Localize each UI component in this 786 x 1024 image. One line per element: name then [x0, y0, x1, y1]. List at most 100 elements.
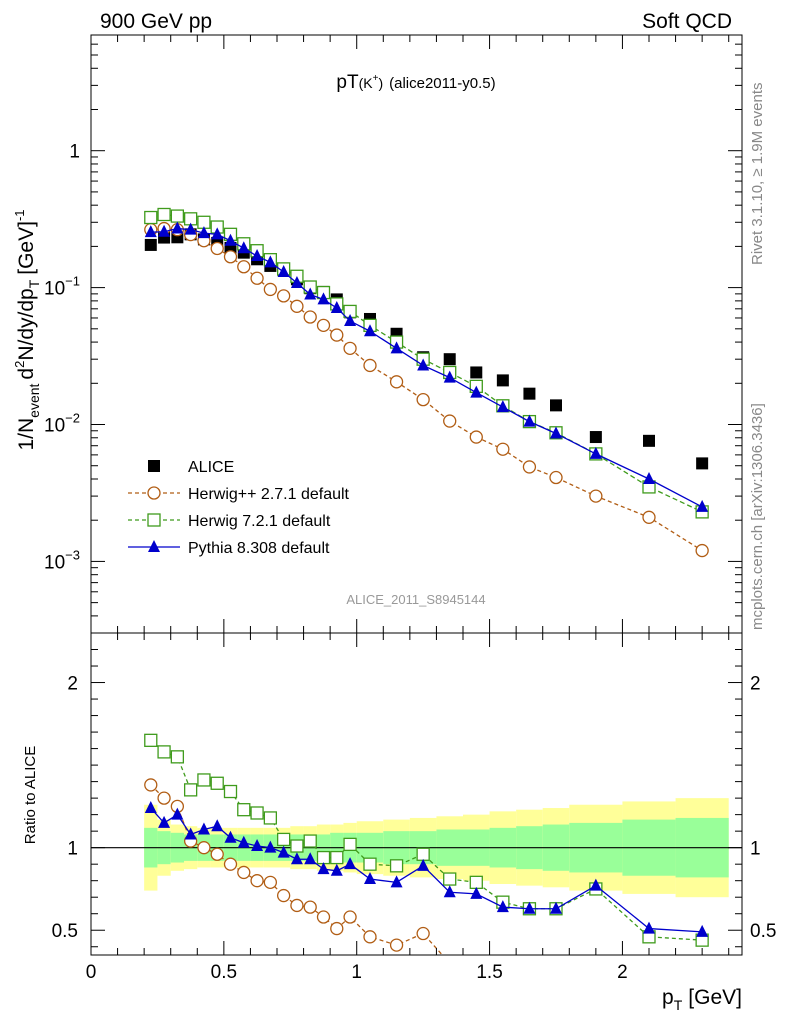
ratio-point [496, 900, 509, 913]
data-point [303, 310, 317, 324]
data-point [224, 233, 237, 246]
data-point [549, 470, 563, 485]
ratio-point [343, 910, 357, 924]
data-point [197, 226, 210, 239]
ratio-point [470, 886, 483, 899]
ratio-point [344, 857, 357, 870]
ratio-point [263, 811, 278, 825]
ratio-point [144, 801, 157, 814]
analysis-id: ALICE_2011_S8945144 [346, 592, 485, 607]
ratio-point [224, 830, 237, 843]
ratio-point [170, 750, 185, 764]
data-point [304, 287, 317, 300]
ratio-point [183, 783, 198, 797]
y-axis-label: 1/Neventd2N/dy/dpT[GeV]-1 [12, 209, 42, 450]
ratio-point [223, 857, 238, 871]
y-tick-label: 10−1 [44, 274, 80, 300]
ratio-point [316, 910, 331, 924]
y-tick-label: 1 [69, 142, 80, 163]
ratio-point [237, 803, 251, 817]
data-point [496, 442, 510, 456]
data-point [643, 434, 655, 447]
data-point [550, 399, 562, 412]
ratio-ticks: 0 0.5 1 1.5 2 0.5 0.5 1 1 2 2 [52, 633, 776, 983]
legend-marker [148, 460, 160, 472]
data-point [263, 282, 278, 297]
data-point [417, 358, 430, 371]
data-point [264, 255, 277, 268]
ratio-point [277, 845, 290, 858]
ratio-point [250, 806, 264, 820]
x-tick-label: 1.5 [476, 962, 502, 983]
data-point [343, 341, 357, 355]
legend-label: ALICE [188, 459, 234, 476]
ratio-point [390, 875, 403, 888]
data-point [290, 299, 304, 313]
data-point [443, 370, 456, 383]
ratio-point [290, 898, 304, 913]
data-point [390, 341, 403, 354]
ratio-point [197, 822, 210, 835]
x-axis-label: pT [GeV] [662, 986, 742, 1013]
data-point [416, 392, 430, 407]
data-point [223, 250, 238, 264]
ratio-point [171, 807, 184, 820]
ratio-point [317, 862, 330, 875]
data-point [469, 430, 483, 444]
ratio-series [144, 733, 709, 955]
data-point [443, 414, 457, 428]
data-point [277, 265, 290, 278]
data-point [363, 358, 377, 373]
ratio-point [589, 878, 602, 891]
x-tick-label: 2 [617, 962, 628, 983]
ratio-point [250, 874, 264, 888]
ratio-series-group [144, 801, 709, 937]
ratio-point [276, 888, 291, 903]
ratio-point [263, 875, 278, 889]
data-point [389, 375, 404, 389]
y-tick-label: 10−3 [44, 547, 80, 573]
data-point [522, 460, 537, 474]
ratio-point [417, 858, 430, 871]
ratio-point [304, 852, 317, 865]
ratio-point [210, 776, 224, 790]
data-point [589, 431, 602, 444]
legend-marker [148, 540, 160, 552]
ratio-point [389, 859, 404, 873]
ratio-point [211, 819, 224, 832]
data-point [344, 314, 357, 327]
ratio-y-tick-label-right: 1 [750, 839, 761, 860]
ratio-point [330, 863, 343, 876]
data-point [210, 241, 224, 256]
data-point [496, 374, 509, 387]
data-point [316, 318, 331, 333]
data-point [523, 414, 536, 427]
ratio-point [144, 778, 158, 792]
ratio-point [210, 847, 224, 861]
ratio-point [158, 815, 171, 828]
ratio-plot: 0 0.5 1 1.5 2 0.5 0.5 1 1 2 2 [52, 632, 776, 983]
plot-title: pT(K+) (alice2011-y0.5) [336, 72, 495, 93]
data-point [550, 426, 562, 439]
x-tick-label: 1 [351, 962, 362, 983]
ratio-point [389, 938, 404, 952]
ratio-point [696, 924, 709, 937]
data-point [470, 366, 483, 379]
main-ticks: 1 10−1 10−2 10−3 [44, 34, 742, 634]
ratio-point [303, 834, 317, 848]
legend-label: Herwig++ 2.7.1 default [188, 486, 350, 503]
legend-marker [147, 513, 161, 527]
header-left: 900 GeV pp [100, 10, 212, 33]
ratio-point [157, 745, 171, 759]
ratio-point [251, 839, 264, 852]
ratio-point [469, 875, 483, 889]
ratio-point [416, 847, 430, 861]
ratio-series-group [144, 778, 444, 955]
ratio-y-tick-label-left: 1 [67, 839, 78, 860]
header-right: Soft QCD [642, 10, 732, 33]
data-point [589, 489, 603, 503]
legend-label: Herwig 7.2.1 default [188, 513, 331, 530]
data-point [184, 222, 197, 235]
mcplots-label: mcplots.cern.ch [arXiv:1306.3436] [749, 403, 766, 630]
